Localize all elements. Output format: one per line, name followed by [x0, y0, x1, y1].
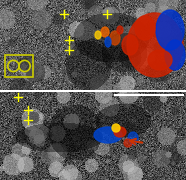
Ellipse shape: [105, 37, 111, 47]
Ellipse shape: [148, 50, 172, 70]
Ellipse shape: [110, 31, 120, 45]
Ellipse shape: [94, 127, 122, 143]
Ellipse shape: [122, 35, 138, 55]
Ellipse shape: [95, 31, 101, 39]
Ellipse shape: [165, 40, 185, 70]
Bar: [5, 55, 33, 77]
Ellipse shape: [135, 16, 155, 40]
Ellipse shape: [127, 13, 183, 77]
Ellipse shape: [101, 27, 109, 37]
Ellipse shape: [124, 139, 132, 147]
Ellipse shape: [114, 127, 126, 137]
Ellipse shape: [117, 26, 123, 34]
Ellipse shape: [156, 10, 184, 50]
Ellipse shape: [112, 124, 120, 132]
Ellipse shape: [128, 132, 138, 144]
